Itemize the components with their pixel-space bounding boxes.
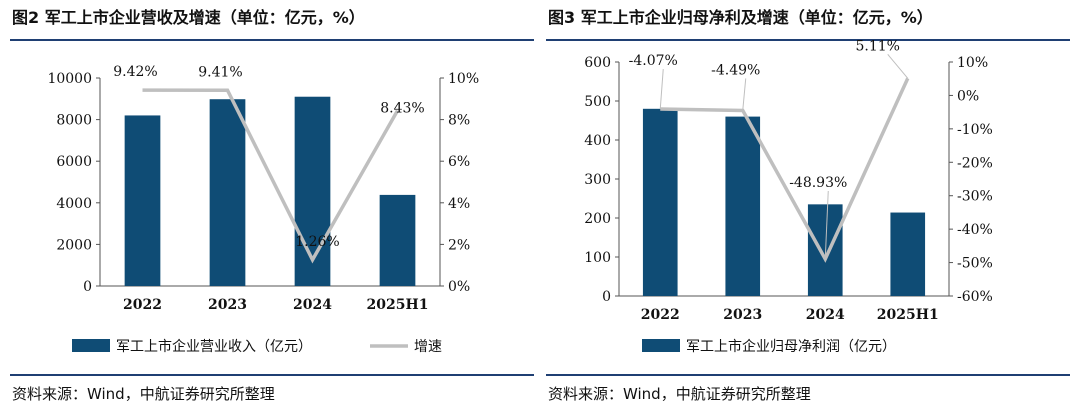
legend-swatch-bar — [72, 339, 110, 352]
y-right-tick-label: -40% — [957, 222, 993, 238]
bar-2024 — [294, 96, 331, 286]
y-left-tick-label: 400 — [584, 133, 611, 149]
growth-line — [660, 77, 910, 263]
y-right-tick-label: -50% — [957, 256, 993, 272]
legend-label-bar: 军工上市企业营业收入（亿元） — [116, 338, 312, 355]
top-rule — [546, 39, 1070, 41]
bar-2022 — [642, 108, 678, 296]
y-left-tick-label: 6000 — [56, 154, 92, 170]
y-right-tick-label: 8% — [448, 113, 470, 129]
x-tick-label: 2022 — [123, 297, 162, 313]
bar-2022 — [124, 115, 161, 286]
source-note: 资料来源：Wind，中航证券研究所整理 — [12, 385, 275, 403]
bar-2023 — [725, 116, 761, 296]
y-left-tick-label: 2000 — [56, 237, 92, 253]
y-right-tick-label: -10% — [957, 122, 993, 138]
data-label: -48.93% — [789, 175, 847, 191]
legend-swatch-bar — [642, 339, 680, 352]
legend-label-line: 增速 — [414, 339, 442, 355]
y-left-tick-label: 200 — [584, 211, 611, 227]
chart-panel-revenue: 图2 军工上市企业营收及增速（单位：亿元，%） 0 2000 4000 6000 800… — [10, 0, 534, 414]
x-tick-label: 2023 — [208, 297, 247, 313]
bar-2025H1 — [379, 194, 416, 286]
y-left-tick-label: 10000 — [47, 71, 92, 87]
data-label: -4.07% — [629, 53, 678, 69]
bar-2025H1 — [890, 212, 926, 296]
y-right-tick-label: 6% — [448, 154, 470, 170]
bottom-rule — [546, 374, 1070, 376]
data-label: -4.49% — [711, 62, 760, 78]
y-right-tick-label: -20% — [957, 155, 993, 171]
bar-2023 — [209, 99, 246, 286]
chart-title: 图2 军工上市企业营收及增速（单位：亿元，%） — [12, 8, 365, 27]
y-right-tick-label: 4% — [448, 196, 470, 212]
data-label-leader — [742, 78, 747, 111]
data-label: 1.26% — [295, 234, 339, 250]
data-label-leader — [659, 68, 664, 110]
y-left-tick-label: 0 — [83, 279, 92, 295]
profit-chart: 0 100 200 300 400 500 600 -60% -50% -40% -30% -20% -… — [584, 38, 993, 355]
x-tick-label: 2025H1 — [367, 297, 429, 313]
chart-panel-profit: 图3 军工上市企业归母净利及增速（单位：亿元，%） 0 100 200 300 400 5… — [546, 0, 1070, 414]
top-rule — [10, 39, 534, 41]
x-tick-label: 2022 — [641, 307, 680, 323]
x-tick-label: 2025H1 — [877, 307, 939, 323]
y-left-tick-label: 300 — [584, 172, 611, 188]
x-tick-label: 2024 — [806, 307, 845, 323]
y-left-tick-label: 600 — [584, 55, 611, 71]
revenue-chart: 0 2000 4000 6000 8000 10000 0% 2% 4% 6% 8% 10% 2022 2… — [47, 64, 479, 355]
chart-title: 图3 军工上市企业归母净利及增速（单位：亿元，%） — [548, 8, 933, 27]
data-label: 9.42% — [113, 64, 157, 80]
data-label-leader — [887, 54, 909, 79]
data-label: 8.43% — [380, 101, 424, 117]
y-right-tick-label: 0% — [448, 279, 470, 295]
y-left-tick-label: 100 — [584, 250, 611, 266]
source-note: 资料来源：Wind，中航证券研究所整理 — [548, 385, 811, 403]
y-right-tick-label: 10% — [957, 55, 988, 71]
y-right-tick-label: 2% — [448, 237, 470, 253]
bottom-rule — [10, 374, 534, 376]
y-right-tick-label: -30% — [957, 189, 993, 205]
x-tick-label: 2023 — [723, 307, 762, 323]
growth-line — [142, 88, 400, 264]
data-label: 5.11% — [856, 38, 900, 54]
y-right-tick-label: 0% — [957, 88, 979, 104]
y-right-tick-label: -60% — [957, 289, 993, 305]
y-right-tick-label: 10% — [448, 71, 479, 87]
y-left-tick-label: 8000 — [56, 113, 92, 129]
data-label-leader — [824, 190, 829, 260]
legend-label-bar: 军工上市企业归母净利润（亿元） — [686, 338, 896, 355]
y-left-tick-label: 0 — [602, 289, 611, 305]
x-tick-label: 2024 — [293, 297, 332, 313]
y-left-tick-label: 4000 — [56, 196, 92, 212]
y-left-tick-label: 500 — [584, 94, 611, 110]
data-label: 9.41% — [198, 64, 242, 80]
